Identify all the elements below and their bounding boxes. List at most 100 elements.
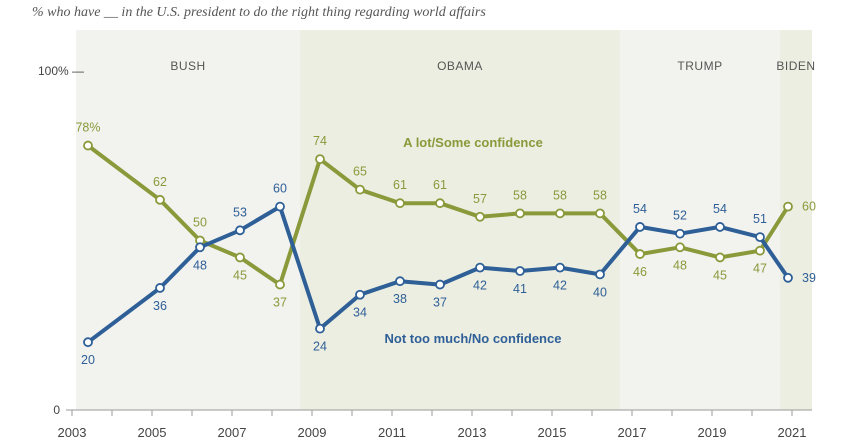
y-tick-label-0: 0 <box>53 403 60 417</box>
data-label-confidence-1: 62 <box>153 175 167 189</box>
data-label-no-confidence-9: 42 <box>473 279 487 293</box>
data-label-no-confidence-15: 54 <box>713 202 727 216</box>
data-point-no-confidence-6 <box>355 289 365 300</box>
data-point-confidence-9 <box>475 211 485 222</box>
data-point-confidence-17 <box>783 201 793 212</box>
data-label-confidence-9: 57 <box>473 192 487 206</box>
data-point-no-confidence-13 <box>635 222 645 232</box>
data-point-no-confidence-14 <box>675 228 685 239</box>
data-point-confidence-15 <box>715 252 725 263</box>
data-label-confidence-6: 65 <box>353 165 367 179</box>
data-label-confidence-7: 61 <box>393 178 407 192</box>
data-point-confidence-6 <box>355 184 365 195</box>
data-point-confidence-3 <box>235 252 245 263</box>
data-label-confidence-0: 78% <box>75 121 100 135</box>
data-point-no-confidence-12 <box>595 269 605 280</box>
data-point-no-confidence-1 <box>155 283 165 293</box>
data-point-no-confidence-11 <box>555 262 565 273</box>
data-label-no-confidence-1: 36 <box>153 299 167 313</box>
x-tick-label-2013: 2013 <box>458 425 487 440</box>
x-tick-label-2003: 2003 <box>58 425 87 440</box>
era-label-biden: BIDEN <box>776 59 815 73</box>
data-label-no-confidence-13: 54 <box>633 202 647 216</box>
data-label-no-confidence-5: 24 <box>313 340 327 354</box>
x-tick-label-2017: 2017 <box>618 425 647 440</box>
x-tick-label-2009: 2009 <box>298 425 327 440</box>
data-label-no-confidence-7: 38 <box>393 292 407 306</box>
x-tick-label-2021: 2021 <box>778 425 807 440</box>
series-line-no-confidence <box>86 204 790 344</box>
x-tick-label-2011: 2011 <box>378 425 406 440</box>
data-label-confidence-2: 50 <box>193 216 207 230</box>
era-label-bush: BUSH <box>170 59 205 73</box>
data-label-confidence-16: 47 <box>753 262 767 276</box>
data-point-confidence-5 <box>315 154 325 165</box>
data-point-confidence-11 <box>555 208 565 219</box>
data-point-confidence-1 <box>155 194 165 205</box>
data-point-confidence-0 <box>83 140 93 151</box>
data-label-confidence-5: 74 <box>313 134 327 148</box>
era-label-trump: TRUMP <box>677 59 722 73</box>
series-line-confidence <box>86 144 790 287</box>
data-point-no-confidence-15 <box>715 222 725 232</box>
data-point-no-confidence-17 <box>783 272 793 283</box>
data-point-confidence-8 <box>435 198 445 209</box>
data-label-confidence-10: 58 <box>513 188 527 202</box>
president-eras: BUSH OBAMA TRUMP BIDEN <box>76 30 815 410</box>
x-tick-label-2019: 2019 <box>698 425 727 440</box>
data-point-no-confidence-16 <box>755 232 765 243</box>
data-label-confidence-17: 60 <box>802 200 816 214</box>
data-point-no-confidence-10 <box>515 266 525 276</box>
data-label-no-confidence-6: 34 <box>353 306 367 320</box>
data-label-no-confidence-11: 42 <box>553 279 567 293</box>
data-label-no-confidence-3: 53 <box>233 205 247 219</box>
era-band-bush <box>76 30 300 410</box>
data-point-no-confidence-5 <box>315 323 325 334</box>
x-tick-label-2007: 2007 <box>218 425 247 440</box>
data-labels: 78% 62 50 45 37 74 65 61 61 57 58 58 58 46 48 45 47 60 20 3… <box>75 121 815 368</box>
y-tick-label-100: 100% — <box>38 64 84 78</box>
data-point-no-confidence-8 <box>435 279 445 290</box>
data-point-no-confidence-3 <box>235 225 245 236</box>
data-label-confidence-15: 45 <box>713 268 727 282</box>
data-point-no-confidence-7 <box>395 276 405 287</box>
data-label-confidence-3: 45 <box>233 268 247 282</box>
data-label-no-confidence-16: 51 <box>753 212 767 226</box>
x-tick-label-2015: 2015 <box>538 425 567 440</box>
data-point-confidence-7 <box>395 198 405 209</box>
data-point-confidence-12 <box>595 208 605 219</box>
data-point-no-confidence-4 <box>275 201 285 212</box>
data-point-no-confidence-9 <box>475 262 485 273</box>
data-label-confidence-11: 58 <box>553 188 567 202</box>
data-label-confidence-14: 48 <box>673 258 687 272</box>
data-point-confidence-4 <box>275 279 285 290</box>
era-band-trump <box>620 30 780 410</box>
data-point-confidence-14 <box>675 242 685 253</box>
data-label-no-confidence-10: 41 <box>513 282 527 296</box>
data-label-confidence-4: 37 <box>273 296 287 310</box>
data-label-no-confidence-8: 37 <box>433 296 447 310</box>
x-tick-label-2005: 2005 <box>138 425 167 440</box>
data-point-confidence-16 <box>755 245 765 256</box>
data-point-confidence-13 <box>635 249 645 259</box>
data-label-confidence-13: 46 <box>633 265 647 279</box>
data-label-confidence-12: 58 <box>593 188 607 202</box>
series-name-no-confidence: Not too much/No confidence <box>385 331 562 346</box>
data-label-confidence-8: 61 <box>433 178 447 192</box>
data-label-no-confidence-14: 52 <box>673 209 687 223</box>
era-label-obama: OBAMA <box>437 59 483 73</box>
data-label-no-confidence-2: 48 <box>193 258 207 272</box>
era-band-biden <box>780 30 812 410</box>
data-label-no-confidence-4: 60 <box>273 182 287 196</box>
chart-subtitle: % who have __ in the U.S. president to d… <box>32 5 486 20</box>
series-name-confidence: A lot/Some confidence <box>403 135 543 150</box>
data-point-no-confidence-0 <box>83 337 93 348</box>
data-point-no-confidence-2 <box>195 242 205 253</box>
data-label-no-confidence-12: 40 <box>593 285 607 299</box>
series-lines <box>83 140 793 348</box>
data-label-no-confidence-17: 39 <box>802 271 816 285</box>
axes: 0 100% — 2003 2005 2007 2009 2011 2013 2015 2017 2… <box>38 64 812 440</box>
data-label-no-confidence-0: 20 <box>81 353 95 367</box>
data-point-confidence-10 <box>515 208 525 219</box>
